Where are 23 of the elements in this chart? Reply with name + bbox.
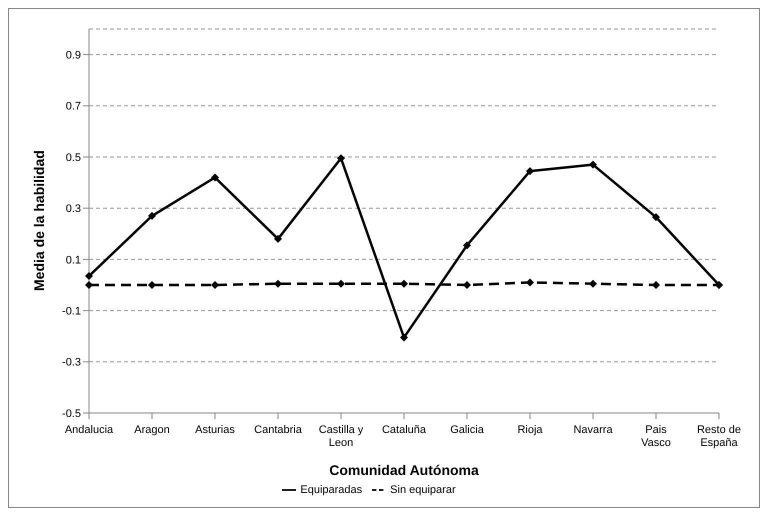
x-tick-label: Asturias bbox=[195, 424, 236, 436]
y-tick-label: 0.1 bbox=[66, 254, 81, 266]
y-tick-label: 0.9 bbox=[66, 50, 81, 62]
x-tick-label: Pais Vasco bbox=[641, 424, 671, 449]
y-tick-label: 0.7 bbox=[66, 100, 81, 113]
x-tick-label: Cantabria bbox=[254, 424, 303, 436]
x-tick-label: Aragon bbox=[134, 424, 170, 436]
x-tick-label: Galicia bbox=[450, 424, 485, 436]
x-axis-title: Comunidad Autónoma bbox=[329, 462, 479, 478]
y-tick-label: 0.5 bbox=[66, 152, 81, 164]
y-tick-label: 0.3 bbox=[66, 203, 81, 216]
legend-label: Equiparadas bbox=[300, 484, 362, 496]
x-tick-label: Resto de España bbox=[696, 424, 742, 449]
legend-label: Sin equiparar bbox=[390, 484, 456, 496]
x-tick-label: Rioja bbox=[517, 424, 544, 436]
y-tick-label: -0.1 bbox=[62, 306, 81, 318]
x-tick-label: Cataluña bbox=[382, 424, 427, 436]
x-tick-label: Andalucia bbox=[64, 424, 114, 436]
y-tick-label: -0.3 bbox=[62, 356, 81, 369]
x-tick-label: Castilla y Leon bbox=[318, 424, 364, 449]
y-tick-label: -0.5 bbox=[62, 408, 81, 420]
y-axis-title: Media de la habilidad bbox=[30, 150, 47, 291]
x-tick-label: Navarra bbox=[573, 424, 614, 436]
